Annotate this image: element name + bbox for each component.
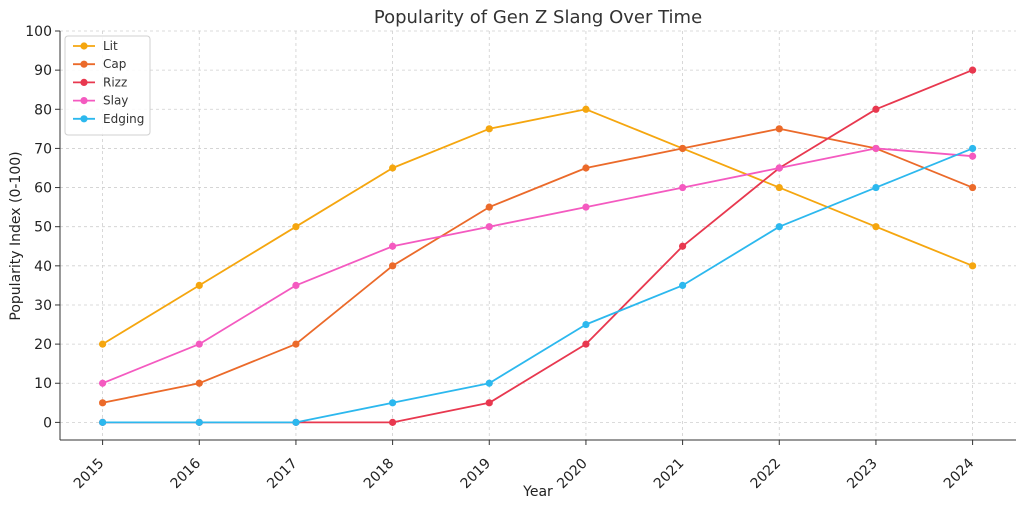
y-axis-label: Popularity Index (0-100) [8, 151, 24, 320]
data-point-slay [389, 242, 397, 250]
data-point-cap [389, 262, 397, 270]
data-point-cap [195, 379, 203, 387]
data-point-slay [99, 379, 107, 387]
y-axis-ticks: 0 10 20 30 40 50 60 70 80 90 100 [25, 24, 60, 431]
y-tick-label: 80 [34, 102, 52, 118]
data-point-rizz [872, 105, 880, 113]
series-slay [99, 144, 977, 387]
x-tick-label: 2017 [264, 456, 301, 493]
data-point-slay [969, 152, 977, 160]
legend-swatch-marker [80, 97, 88, 105]
x-tick-label: 2021 [651, 456, 688, 493]
data-point-edging [582, 320, 590, 329]
y-tick-label: 30 [34, 298, 52, 314]
axes [59, 31, 1016, 441]
data-point-cap [969, 183, 977, 192]
x-tick-label: 2016 [168, 455, 205, 492]
series-layer [99, 66, 977, 426]
series-line-slay [102, 147, 973, 385]
data-point-slay [195, 340, 203, 348]
series-edging [99, 144, 977, 426]
data-point-edging [679, 281, 687, 290]
grid-lines [60, 30, 1016, 440]
y-tick-label: 0 [43, 415, 52, 431]
chart-title: Popularity of Gen Z Slang Over Time [374, 7, 702, 28]
data-point-edging [872, 183, 880, 192]
data-point-lit [389, 164, 397, 172]
legend-swatch-marker [80, 60, 88, 68]
data-point-edging [389, 399, 397, 407]
data-point-rizz [969, 66, 977, 74]
data-point-edging [485, 379, 493, 387]
data-point-rizz [485, 399, 493, 407]
data-point-rizz [582, 340, 590, 348]
x-tick-label: 2020 [554, 456, 591, 493]
data-point-lit [485, 125, 493, 133]
x-tick-label: 2024 [941, 455, 978, 492]
legend-item-slay: Slay [73, 94, 128, 108]
legend-item-rizz: Rizz [73, 75, 127, 89]
data-point-edging [775, 223, 783, 231]
x-tick-label: 2018 [361, 456, 398, 493]
x-tick-label: 2023 [844, 456, 881, 493]
legend-swatch-marker [80, 42, 88, 50]
y-tick-label: 70 [34, 141, 52, 157]
y-tick-label: 40 [34, 259, 52, 275]
x-tick-label: 2019 [458, 456, 495, 493]
series-rizz [99, 66, 977, 426]
data-point-edging [99, 418, 107, 426]
legend-label: Slay [103, 94, 128, 108]
y-tick-label: 20 [34, 337, 52, 353]
x-axis-label: Year [522, 484, 553, 500]
data-point-slay [679, 183, 687, 192]
legend-item-edging: Edging [73, 112, 144, 126]
data-point-lit [969, 262, 977, 270]
data-point-lit [775, 183, 783, 192]
legend-swatch-marker [80, 78, 88, 86]
data-point-cap [292, 340, 300, 348]
data-point-lit [99, 340, 107, 348]
data-point-lit [195, 281, 203, 290]
y-tick-label: 90 [34, 63, 52, 79]
legend: Lit Cap Rizz Slay Edging [64, 35, 151, 136]
x-tick-label: 2015 [71, 456, 108, 493]
data-point-cap [679, 144, 687, 153]
data-point-slay [485, 223, 493, 231]
data-point-rizz [679, 242, 687, 250]
legend-label: Rizz [103, 75, 127, 89]
y-tick-label: 60 [34, 181, 52, 197]
data-point-slay [582, 203, 590, 211]
data-point-cap [99, 399, 107, 407]
data-point-edging [969, 144, 977, 153]
x-tick-label: 2022 [748, 456, 785, 493]
data-point-slay [872, 144, 880, 153]
data-point-cap [582, 164, 590, 172]
data-point-edging [292, 418, 300, 426]
data-point-rizz [389, 418, 397, 426]
legend-label: Lit [103, 39, 118, 53]
data-point-lit [582, 105, 590, 113]
legend-swatch-marker [80, 115, 88, 123]
legend-label: Edging [103, 112, 144, 126]
data-point-slay [775, 164, 783, 172]
legend-item-cap: Cap [73, 57, 126, 71]
data-point-cap [485, 203, 493, 211]
legend-label: Cap [103, 57, 126, 71]
y-tick-label: 100 [25, 24, 52, 40]
legend-frame [64, 35, 151, 136]
data-point-cap [775, 125, 783, 133]
data-point-lit [872, 223, 880, 231]
data-point-edging [195, 418, 203, 426]
y-tick-label: 10 [34, 376, 52, 392]
series-line-edging [102, 147, 973, 424]
data-point-slay [292, 281, 300, 290]
legend-item-lit: Lit [73, 39, 118, 53]
y-tick-label: 50 [34, 220, 52, 236]
data-point-lit [292, 223, 300, 231]
